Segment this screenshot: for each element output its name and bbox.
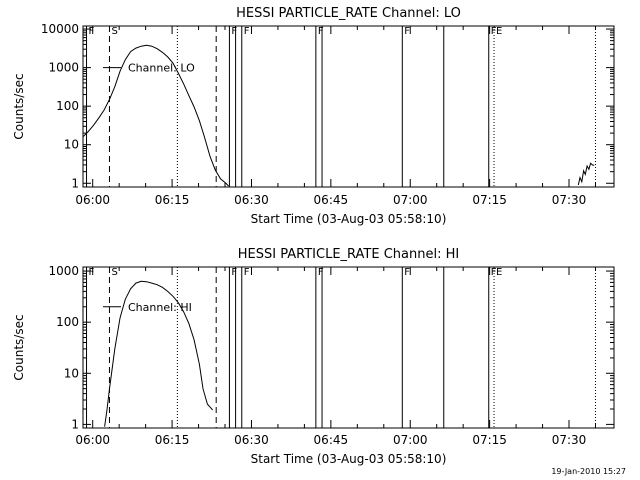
flag-label: F (89, 26, 95, 37)
x-tick-label: 06:00 (75, 193, 110, 207)
y-tick-label: 1 (71, 176, 79, 190)
y-tick-label: 10 (64, 138, 79, 152)
y-axis-label: Counts/sec (12, 73, 26, 139)
flag-label: F (318, 26, 324, 37)
chart-title: HESSI PARTICLE_RATE Channel: HI (238, 247, 459, 262)
flag-label: E (496, 26, 502, 37)
x-tick-label: 06:15 (155, 193, 190, 207)
x-tick-label: 06:30 (234, 193, 269, 207)
legend-label: Channel: HI (128, 301, 192, 314)
y-axis-label: Counts/sec (12, 314, 26, 380)
x-tick-label: 06:45 (314, 193, 349, 207)
x-tick-label: 06:00 (75, 433, 110, 447)
y-tick-label: 10 (64, 366, 79, 380)
flag-label: F (318, 267, 324, 278)
flag-label: F (491, 26, 497, 37)
flag-label: F (491, 267, 497, 278)
flag-label: F (89, 267, 95, 278)
x-tick-label: 06:30 (234, 433, 269, 447)
y-tick-label: 1000 (48, 264, 79, 278)
flag-label: E (496, 267, 502, 278)
x-tick-label: 07:15 (472, 433, 507, 447)
flag-label: F (231, 26, 237, 37)
x-tick-label: 06:45 (314, 433, 349, 447)
y-tick-label: 100 (56, 99, 79, 113)
legend-label: Channel: LO (128, 62, 195, 75)
x-axis-label: Start Time (03-Aug-03 05:58:10) (251, 452, 447, 466)
x-tick-label: 06:15 (155, 433, 190, 447)
lo-channel-panel: HESSI PARTICLE_RATE Channel: LO 06:00 06:1… (12, 6, 615, 226)
footer-date: 19-Jan-2010 15:27 (551, 467, 626, 476)
x-tick-label: 07:00 (393, 433, 428, 447)
series-line (577, 162, 595, 186)
x-axis-label: Start Time (03-Aug-03 05:58:10) (251, 212, 447, 226)
flag-label: F (244, 267, 250, 278)
flag-label: S (111, 267, 117, 278)
y-tick-label: 1 (71, 417, 79, 431)
x-tick-label: 07:00 (393, 193, 428, 207)
y-tick-label: 10000 (41, 22, 79, 36)
plot-frame (82, 266, 615, 429)
flag-label: F (404, 267, 410, 278)
x-tick-label: 07:30 (552, 193, 587, 207)
flag-label: F (404, 26, 410, 37)
series-line (104, 280, 214, 427)
plot-frame (82, 25, 615, 188)
series-line (82, 44, 229, 187)
flag-label: F (231, 267, 237, 278)
chart-title: HESSI PARTICLE_RATE Channel: LO (236, 6, 461, 21)
flag-label: F (244, 26, 250, 37)
flag-label: S (111, 26, 117, 37)
y-tick-label: 100 (56, 315, 79, 329)
hi-channel-panel: HESSI PARTICLE_RATE Channel: HI 06:00 06:1… (12, 247, 615, 466)
y-tick-label: 1000 (48, 61, 79, 75)
x-tick-label: 07:30 (552, 433, 587, 447)
x-tick-label: 07:15 (472, 193, 507, 207)
